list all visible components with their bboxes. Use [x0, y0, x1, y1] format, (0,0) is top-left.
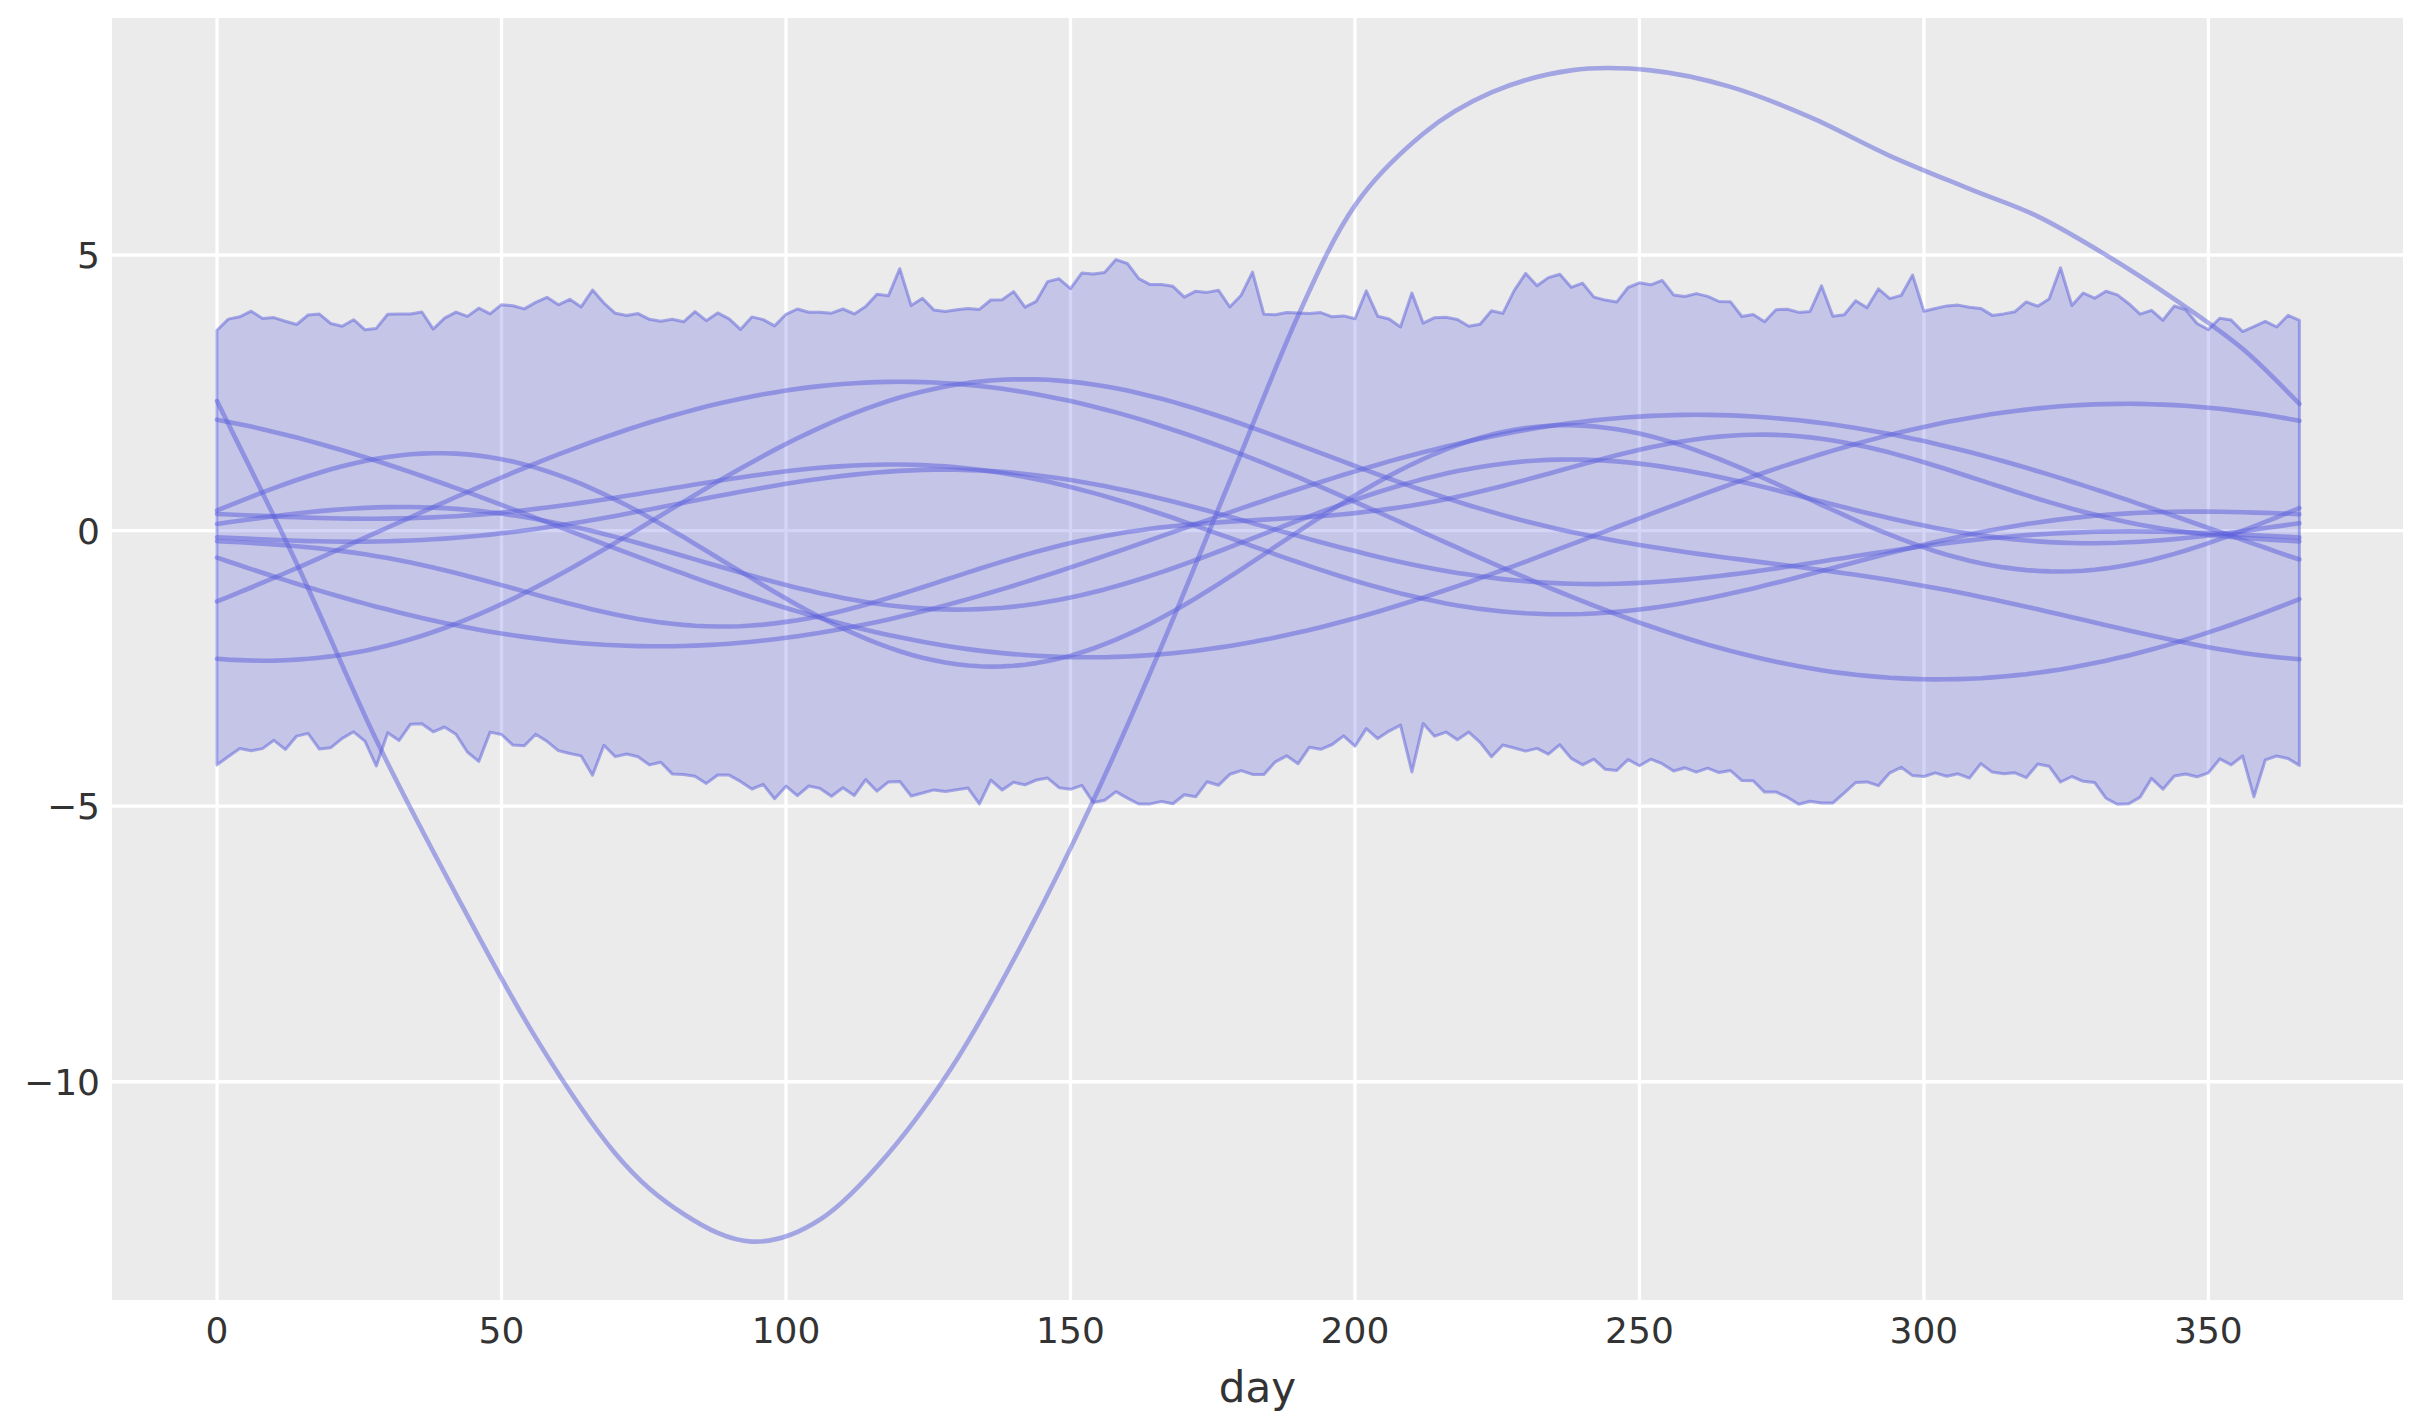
y-tick-m10: −10	[24, 1062, 100, 1103]
x-tick-200: 200	[1321, 1310, 1390, 1351]
y-tick-m5: −5	[47, 786, 100, 827]
x-tick-350: 350	[2174, 1310, 2243, 1351]
y-tick-5: 5	[77, 235, 100, 276]
x-tick-150: 150	[1036, 1310, 1105, 1351]
x-tick-50: 50	[479, 1310, 525, 1351]
x-axis-label: day	[1219, 1363, 1296, 1412]
x-tick-250: 250	[1605, 1310, 1674, 1351]
chart-canvas: 0 50 100 150 200 250 300 350 5 0 −5 −10 …	[0, 0, 2423, 1423]
x-tick-100: 100	[752, 1310, 821, 1351]
y-tick-0: 0	[77, 511, 100, 552]
x-tick-300: 300	[1890, 1310, 1959, 1351]
x-tick-0: 0	[206, 1310, 229, 1351]
chart-figure: 0 50 100 150 200 250 300 350 5 0 −5 −10 …	[0, 0, 2423, 1423]
